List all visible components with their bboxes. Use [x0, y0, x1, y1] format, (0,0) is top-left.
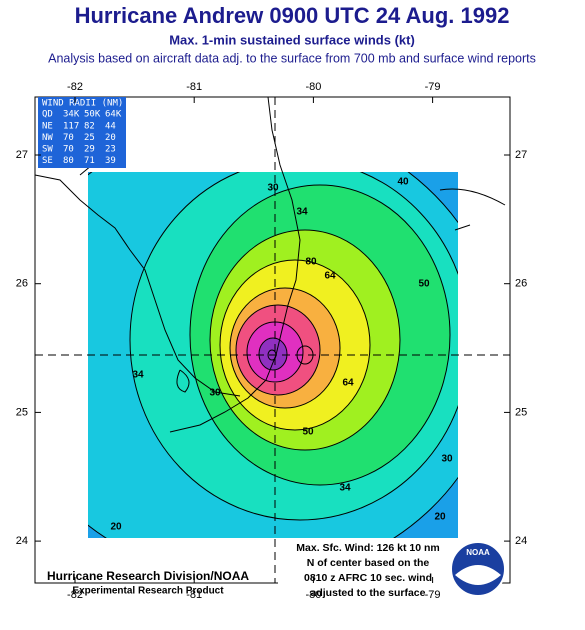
contour-line	[129, 172, 458, 521]
contour-label: 80	[305, 257, 317, 268]
longitude-label: -80	[305, 81, 321, 93]
latitude-label: 27	[515, 149, 527, 161]
table-cell: 70	[63, 145, 74, 155]
contour-label: 30	[441, 454, 453, 465]
lake	[176, 369, 190, 393]
note-line: Max. Sfc. Wind: 126 kt 10 nm	[296, 542, 439, 554]
coastline	[169, 96, 301, 433]
contour-line	[229, 287, 341, 409]
latitude-label: 25	[515, 406, 527, 418]
note-box	[278, 540, 458, 603]
contour-line	[219, 259, 371, 431]
table-header: 50K	[84, 110, 101, 120]
contour-label: 34	[132, 370, 144, 381]
contour-line	[209, 229, 401, 451]
subtitle: Max. 1-min sustained surface winds (kt)	[169, 32, 415, 47]
table-cell: 71	[84, 156, 95, 166]
contour-label: 64	[342, 378, 354, 389]
table-cell: SW	[42, 145, 53, 155]
table-cell: 29	[84, 145, 95, 155]
logo-wave	[455, 565, 501, 585]
note-line: 0810 z AFRC 10 sec. wind	[304, 572, 432, 584]
contour-label: 30	[267, 183, 279, 194]
table-cell: 44	[105, 122, 116, 132]
table-cell: NE	[42, 122, 53, 132]
longitude-label: -81	[186, 589, 202, 601]
coastline	[34, 174, 241, 397]
table-cell: 70	[63, 133, 74, 143]
contour-label: 50	[302, 427, 314, 438]
contour-line	[189, 184, 451, 486]
latitude-label: 24	[515, 535, 527, 547]
latitude-label: 26	[515, 278, 527, 290]
table-header: 34K	[63, 110, 80, 120]
latitude-label: 27	[16, 149, 28, 161]
table-title: WIND RADII (NM)	[42, 99, 123, 109]
note-line: adjusted to the surface	[311, 587, 426, 599]
contour-label: 50	[418, 279, 430, 290]
logo-text: NOAA	[466, 548, 490, 557]
table-cell: NW	[42, 133, 53, 143]
table-cell: 25	[84, 133, 95, 143]
wind-band	[259, 338, 287, 370]
contour-label: 30	[209, 388, 221, 399]
product: Experimental Research Product	[72, 586, 224, 597]
latitude-label: 25	[16, 406, 28, 418]
longitude-label: -82	[67, 589, 83, 601]
longitude-label: -79	[425, 589, 441, 601]
latitude-label: 24	[16, 535, 28, 547]
contour-label: 20	[110, 522, 122, 533]
table-background	[38, 97, 126, 168]
wind-field	[88, 172, 458, 538]
contour-label: 20	[434, 512, 446, 523]
contour-label: 34	[339, 483, 351, 494]
table-cell: 82	[84, 122, 95, 132]
table-cell: 23	[105, 145, 116, 155]
longitude-label: -80	[305, 589, 321, 601]
contour-label: 34	[296, 207, 308, 218]
contour-line	[235, 304, 321, 396]
table-header: QD	[42, 110, 53, 120]
table-cell: 117	[63, 122, 79, 132]
coastline	[439, 188, 506, 231]
longitude-label: -81	[186, 81, 202, 93]
contour-label: 64	[324, 271, 336, 282]
longitude-label: -79	[425, 81, 441, 93]
table-cell: 20	[105, 133, 116, 143]
longitude-label: -82	[67, 81, 83, 93]
table-cell: 39	[105, 156, 116, 166]
contour-label: 40	[397, 177, 409, 188]
contour-line	[258, 337, 288, 371]
organization: Hurricane Research Division/NOAA	[47, 569, 249, 583]
note-line: N of center based on the	[307, 557, 430, 569]
table-cell: SE	[42, 156, 53, 166]
wind-radii-table: WIND RADII (NM) QD 34K 50K 64K NE 117 82 44 NW 70…	[38, 97, 126, 168]
latitude-label: 26	[16, 278, 28, 290]
description: Analysis based on aircraft data adj. to …	[48, 51, 536, 65]
title: Hurricane Andrew 0900 UTC 24 Aug. 1992	[75, 3, 510, 28]
table-header: 64K	[105, 110, 122, 120]
table-cell: 80	[63, 156, 74, 166]
